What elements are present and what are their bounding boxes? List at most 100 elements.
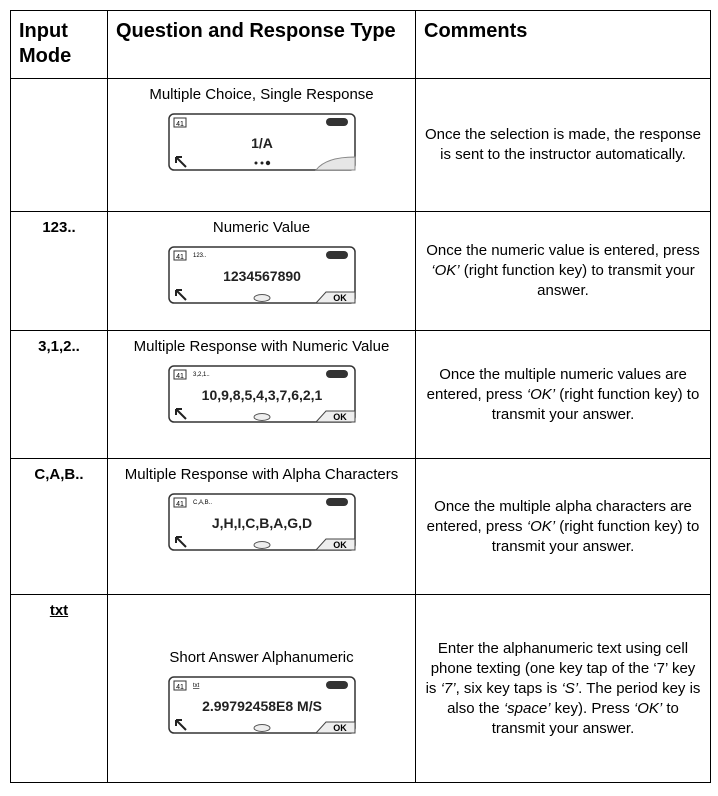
signal-pill xyxy=(325,251,348,259)
screen-frame xyxy=(167,365,356,423)
icon-label: 41 xyxy=(176,373,184,380)
center-key xyxy=(253,413,270,421)
back-arrow xyxy=(174,536,187,548)
softkey-tab xyxy=(314,721,355,733)
table-row: 3,1,2.. Multiple Response with Numeric Va… xyxy=(10,330,711,459)
table-row: C,A,B.. Multiple Response with Alpha Char… xyxy=(10,458,711,595)
center-key xyxy=(253,294,270,302)
back-arrow xyxy=(174,718,187,731)
comment-text: ‘S’ xyxy=(561,679,579,697)
device-screen: 41 3,2,1.. 10,9,8,5,4,3,7,6,2,1 OK xyxy=(167,365,356,423)
screen-frame xyxy=(167,675,356,734)
comment-text: (right function key) to transmit your an… xyxy=(491,385,700,423)
comment-text: Once the multiple numeric values are ent… xyxy=(426,365,687,403)
table-row: txt Short Answer Alphanumeric 41 txt 2.99792… xyxy=(10,594,711,783)
comment-cell: Enter the alphanumeric text using cell p… xyxy=(415,594,711,783)
softkey-label: OK xyxy=(333,412,347,422)
comment-cell: Once the multiple alpha characters are e… xyxy=(415,458,711,595)
mode-label: 123.. xyxy=(193,253,207,259)
center-key xyxy=(253,723,270,732)
softkey-label: OK xyxy=(333,293,347,303)
device-screen: 41 1/A xyxy=(167,113,356,171)
signal-pill xyxy=(325,680,348,689)
back-arrow xyxy=(174,156,187,168)
header-cell: Input Mode xyxy=(10,10,108,79)
header-cell: Comments xyxy=(415,10,711,79)
header-row: Input Mode Question and Response Type Co… xyxy=(10,10,711,79)
input-mode-cell: 123.. xyxy=(10,211,108,331)
comment-text: ‘OK’ xyxy=(526,517,556,535)
screen-frame xyxy=(167,493,356,551)
input-mode: 3,1,2.. xyxy=(38,338,80,355)
comment-text: . The period key is also the xyxy=(447,679,701,717)
device-screen: 41 C,A,B.. J,H,I,C,B,A,G,D OK xyxy=(167,493,356,551)
comment-text: to transmit your answer. xyxy=(491,699,679,737)
display-text: 10,9,8,5,4,3,7,6,2,1 xyxy=(201,387,322,403)
page-dot xyxy=(254,161,257,165)
comment-text: Once the multiple alpha characters are e… xyxy=(426,497,692,535)
question-type-cell: Multiple Response with Numeric Value 41 3,… xyxy=(107,330,416,459)
signal-pill xyxy=(325,498,348,506)
icon-label: 41 xyxy=(176,501,184,508)
header-cell: Question and Response Type xyxy=(107,10,416,79)
battery-icon xyxy=(173,250,186,261)
display-text: 2.99792458E8 M/S xyxy=(202,698,322,714)
input-mode: C,A,B.. xyxy=(34,466,84,483)
comment-cell: Once the selection is made, the response… xyxy=(415,78,711,212)
screen-frame xyxy=(167,246,356,304)
page-dot xyxy=(265,160,270,166)
display-text: 1234567890 xyxy=(223,268,301,284)
question-type-cell: Multiple Choice, Single Response 41 1/A xyxy=(107,78,416,212)
display-text: J,H,I,C,B,A,G,D xyxy=(211,515,311,531)
comment-text: ‘OK’ xyxy=(431,262,460,279)
question-type-cell: Short Answer Alphanumeric 41 txt 2.99792458… xyxy=(107,594,416,783)
input-mode-cell: C,A,B.. xyxy=(10,458,108,595)
comment-text: , six key taps is xyxy=(455,679,562,697)
back-arrow xyxy=(174,289,187,301)
comment-text: Enter the alphanumeric text using cell p… xyxy=(425,639,696,697)
comment-text: Once the selection is made, the response… xyxy=(425,126,701,163)
battery-icon xyxy=(173,117,186,128)
comment-text: ‘7’ xyxy=(440,679,456,697)
input-mode-cell: txt xyxy=(10,594,108,783)
comment-text: (right function key) to transmit your an… xyxy=(459,262,695,299)
back-arrow xyxy=(174,408,187,420)
comment-cell: Once the numeric value is entered, press… xyxy=(415,211,711,331)
icon-label: 41 xyxy=(176,121,184,128)
comment-text: ‘OK’ xyxy=(526,385,556,403)
softkey-tab xyxy=(314,538,355,551)
question-type: Short Answer Alphanumeric xyxy=(169,648,354,666)
mode-label: 3,2,1.. xyxy=(193,372,210,378)
icon-label: 41 xyxy=(176,254,184,261)
question-type: Multiple Response with Numeric Value xyxy=(133,338,390,355)
input-mode: 123.. xyxy=(42,219,76,236)
question-type-cell: Multiple Response with Alpha Characters 4… xyxy=(107,458,416,595)
softkey-tab xyxy=(314,156,355,171)
device-screen: 41 123.. 1234567890 OK xyxy=(167,246,356,304)
comment-text: key). Press xyxy=(550,699,634,717)
softkey-tab xyxy=(314,410,355,423)
question-type: Numeric Value xyxy=(212,219,311,236)
icon-label: 41 xyxy=(176,684,184,691)
comment-text: (right function key) to transmit your an… xyxy=(491,517,700,555)
question-type: Multiple Choice, Single Response xyxy=(149,86,374,103)
comment-text: ‘OK’ xyxy=(633,699,663,717)
battery-icon xyxy=(173,680,186,690)
question-type: Multiple Response with Alpha Characters xyxy=(124,466,399,483)
input-mode-cell xyxy=(10,78,108,212)
device-screen: 41 txt 2.99792458E8 M/S OK xyxy=(167,675,356,734)
center-key xyxy=(253,541,270,549)
comment-cell: Once the multiple numeric values are ent… xyxy=(415,330,711,459)
mode-label: txt xyxy=(193,683,200,689)
comment-text: Once the numeric value is entered, press xyxy=(426,242,700,259)
signal-pill xyxy=(325,118,348,126)
table-row: Multiple Choice, Single Response 41 1/A Onc… xyxy=(10,78,711,212)
signal-pill xyxy=(325,370,348,378)
screen-frame xyxy=(167,113,356,171)
softkey-tab xyxy=(314,291,355,304)
input-mode-table: Input Mode Question and Response Type Co… xyxy=(10,10,711,783)
display-text: 1/A xyxy=(251,135,273,151)
table-row: 123.. Numeric Value 41 123.. 1234567890 OK Onc… xyxy=(10,211,711,331)
battery-icon xyxy=(173,369,186,380)
